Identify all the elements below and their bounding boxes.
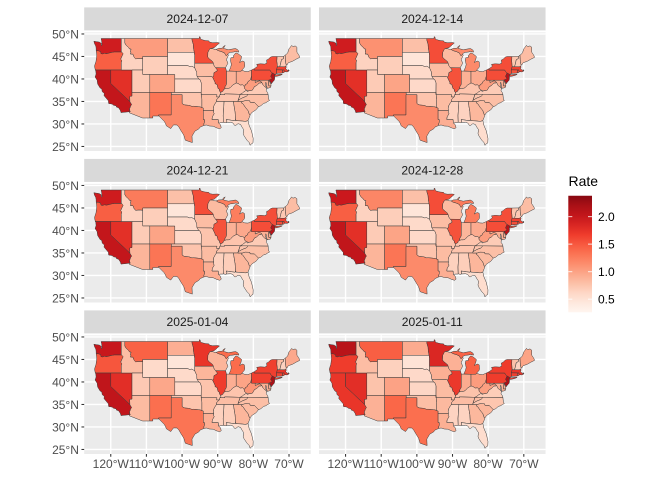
svg-text:2.0: 2.0 [598, 210, 615, 224]
svg-text:110°W: 110°W [129, 457, 165, 471]
svg-text:50°N: 50°N [52, 27, 79, 41]
svg-text:2024-12-21: 2024-12-21 [167, 164, 229, 178]
svg-text:1.0: 1.0 [598, 265, 615, 279]
svg-text:40°N: 40°N [52, 375, 79, 389]
svg-text:45°N: 45°N [52, 353, 79, 367]
svg-text:100°W: 100°W [399, 457, 436, 471]
svg-text:40°N: 40°N [52, 72, 79, 86]
svg-text:120°W: 120°W [327, 457, 364, 471]
svg-text:35°N: 35°N [52, 398, 79, 412]
svg-text:2024-12-07: 2024-12-07 [167, 12, 229, 26]
svg-text:30°N: 30°N [52, 420, 79, 434]
svg-text:Rate: Rate [569, 173, 599, 189]
svg-text:50°N: 50°N [52, 330, 79, 344]
svg-text:2025-01-04: 2025-01-04 [167, 315, 229, 329]
svg-text:70°W: 70°W [274, 457, 304, 471]
svg-text:25°N: 25°N [52, 291, 79, 305]
svg-text:1.5: 1.5 [598, 237, 615, 251]
svg-text:100°W: 100°W [164, 457, 201, 471]
svg-text:2024-12-28: 2024-12-28 [401, 164, 463, 178]
svg-text:25°N: 25°N [52, 140, 79, 154]
svg-text:2025-01-11: 2025-01-11 [402, 315, 463, 329]
svg-text:40°N: 40°N [52, 224, 79, 238]
svg-text:80°W: 80°W [239, 457, 269, 471]
svg-text:110°W: 110°W [364, 457, 400, 471]
svg-text:35°N: 35°N [52, 95, 79, 109]
svg-text:90°W: 90°W [438, 457, 468, 471]
svg-text:0.5: 0.5 [598, 292, 615, 306]
svg-text:120°W: 120°W [93, 457, 130, 471]
svg-text:50°N: 50°N [52, 179, 79, 193]
svg-text:90°W: 90°W [203, 457, 233, 471]
svg-text:2024-12-14: 2024-12-14 [401, 12, 463, 26]
svg-text:45°N: 45°N [52, 50, 79, 64]
svg-text:30°N: 30°N [52, 117, 79, 131]
svg-text:70°W: 70°W [509, 457, 539, 471]
svg-text:25°N: 25°N [52, 443, 79, 457]
svg-text:35°N: 35°N [52, 246, 79, 260]
svg-text:30°N: 30°N [52, 269, 79, 283]
svg-text:80°W: 80°W [473, 457, 503, 471]
svg-text:45°N: 45°N [52, 201, 79, 215]
